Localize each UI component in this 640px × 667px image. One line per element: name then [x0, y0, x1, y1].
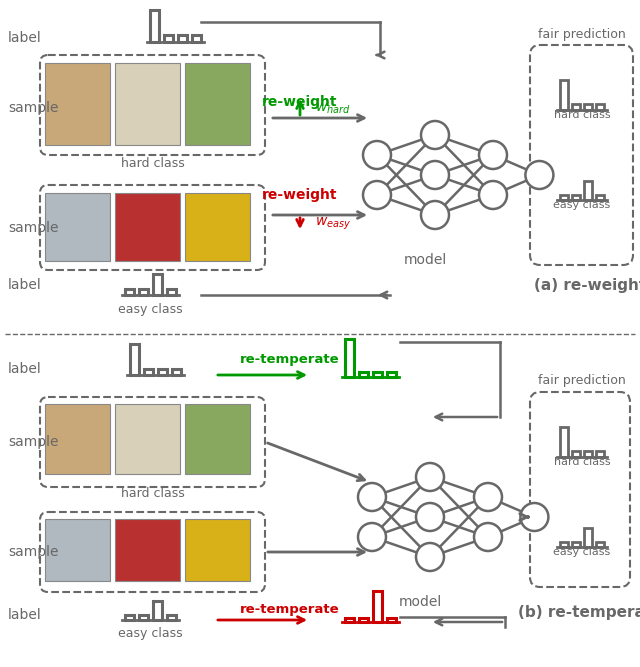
Bar	[560, 542, 568, 547]
Bar	[358, 618, 367, 622]
Text: easy class: easy class	[118, 303, 182, 316]
Bar	[45, 193, 110, 261]
Text: re-weight: re-weight	[262, 188, 338, 202]
Bar	[344, 618, 353, 622]
Circle shape	[358, 483, 386, 511]
Bar	[596, 195, 604, 200]
Bar	[177, 35, 186, 42]
Circle shape	[479, 181, 507, 209]
Text: model: model	[403, 253, 447, 267]
Bar	[572, 103, 580, 110]
Bar	[166, 614, 175, 620]
Text: sample: sample	[8, 101, 58, 115]
Text: easy class: easy class	[554, 547, 611, 557]
Bar	[143, 369, 152, 375]
Circle shape	[421, 121, 449, 149]
Bar	[172, 369, 180, 375]
Bar	[185, 63, 250, 145]
Text: $w_{easy}$: $w_{easy}$	[315, 216, 351, 232]
Bar	[163, 35, 173, 42]
Text: label: label	[8, 31, 42, 45]
Circle shape	[474, 483, 502, 511]
Bar	[358, 372, 367, 377]
Circle shape	[416, 503, 444, 531]
Bar	[152, 600, 161, 620]
Text: re-weight: re-weight	[262, 95, 338, 109]
Bar	[45, 404, 110, 474]
Text: $w_{hard}$: $w_{hard}$	[315, 102, 351, 116]
Circle shape	[421, 201, 449, 229]
Bar	[150, 10, 159, 42]
Circle shape	[474, 523, 502, 551]
Bar	[125, 614, 134, 620]
Bar	[560, 428, 568, 457]
Circle shape	[421, 161, 449, 189]
Circle shape	[525, 161, 554, 189]
Bar	[166, 289, 175, 295]
Bar	[584, 451, 592, 457]
Bar	[45, 519, 110, 581]
Bar	[584, 181, 592, 200]
Bar	[344, 339, 353, 377]
Circle shape	[358, 523, 386, 551]
Bar	[115, 193, 180, 261]
Bar	[584, 103, 592, 110]
Text: sample: sample	[8, 545, 58, 559]
Bar	[115, 519, 180, 581]
Bar	[138, 614, 147, 620]
Bar	[596, 103, 604, 110]
Bar	[572, 195, 580, 200]
Text: hard class: hard class	[554, 457, 611, 467]
Bar	[185, 193, 250, 261]
Text: sample: sample	[8, 221, 58, 235]
Bar	[596, 451, 604, 457]
Text: label: label	[8, 362, 42, 376]
Text: hard class: hard class	[554, 110, 611, 120]
Text: model: model	[398, 595, 442, 609]
Text: re-temperate: re-temperate	[240, 602, 340, 616]
Bar	[584, 528, 592, 547]
Bar	[152, 274, 161, 295]
Text: re-temperate: re-temperate	[240, 352, 340, 366]
Text: hard class: hard class	[120, 157, 184, 170]
Text: (b) re-temperate: (b) re-temperate	[518, 605, 640, 620]
Text: easy class: easy class	[554, 200, 611, 210]
Circle shape	[416, 463, 444, 491]
Text: label: label	[8, 278, 42, 292]
Bar	[596, 542, 604, 547]
Text: fair prediction: fair prediction	[538, 28, 626, 41]
Bar	[387, 372, 396, 377]
Bar	[129, 344, 138, 375]
Text: hard class: hard class	[120, 487, 184, 500]
Text: label: label	[8, 608, 42, 622]
Bar	[157, 369, 166, 375]
Bar	[125, 289, 134, 295]
Circle shape	[520, 503, 548, 531]
Bar	[191, 35, 200, 42]
Bar	[560, 80, 568, 110]
Bar	[185, 519, 250, 581]
Bar	[387, 618, 396, 622]
Bar	[115, 404, 180, 474]
Text: fair prediction: fair prediction	[538, 374, 626, 387]
Circle shape	[363, 141, 391, 169]
Bar	[572, 451, 580, 457]
Circle shape	[363, 181, 391, 209]
Circle shape	[416, 543, 444, 571]
Bar	[185, 404, 250, 474]
Bar	[572, 542, 580, 547]
Text: easy class: easy class	[118, 627, 182, 640]
Text: (a) re-weight: (a) re-weight	[534, 278, 640, 293]
Bar	[115, 63, 180, 145]
Bar	[45, 63, 110, 145]
Bar	[372, 590, 381, 622]
Text: sample: sample	[8, 435, 58, 449]
Circle shape	[479, 141, 507, 169]
Bar	[372, 372, 381, 377]
Bar	[560, 195, 568, 200]
Bar	[138, 289, 147, 295]
